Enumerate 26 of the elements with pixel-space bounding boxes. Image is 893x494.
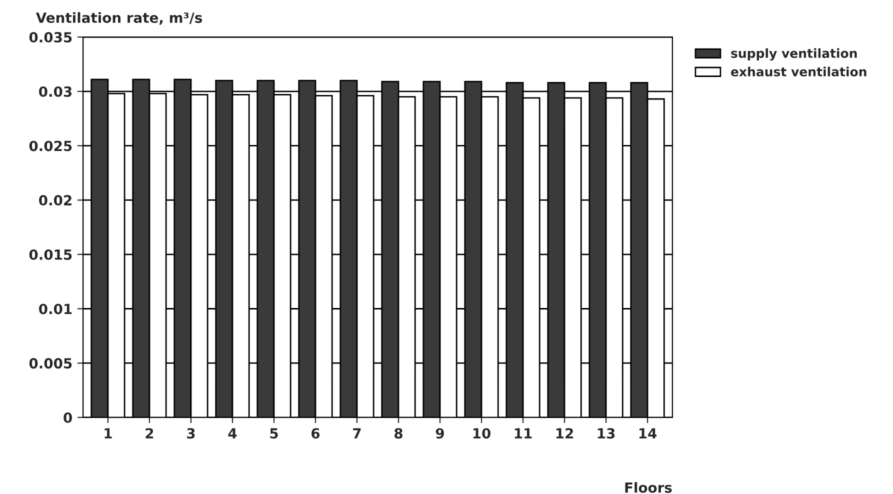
y-tick-label: 0.035 [29,32,72,43]
y-tick-label: 0.01 [39,304,72,314]
y-tick-label: 0.02 [39,195,72,206]
y-tick-label: 0.025 [29,140,72,152]
x-tick-label: 12 [556,428,573,438]
x-axis-title: Floors [625,482,672,493]
x-tick-label: 10 [473,428,491,439]
y-tick-label: 0.005 [29,358,72,369]
x-tick-label: 5 [270,428,278,439]
x-tick-label: 14 [639,428,657,438]
x-tick-label: 4 [228,428,237,438]
x-tick-label: 11 [514,428,532,438]
legend-label: supply ventilation [731,48,857,60]
x-tick-label: 2 [146,428,154,438]
x-tick-label: 8 [394,428,402,439]
legend-label: exhaust ventilation [731,66,866,76]
y-tick-label: 0 [64,412,72,423]
y-tick-label: 0.015 [29,249,72,260]
x-tick-label: 3 [187,428,195,439]
x-tick-label: 7 [353,428,361,438]
x-tick-label: 1 [104,428,112,438]
x-tick-label: 9 [436,428,444,439]
x-tick-label: 13 [598,428,615,439]
y-axis-title: Ventilation rate, m³/s [36,12,202,25]
y-tick-label: 0.03 [39,86,72,97]
x-tick-label: 6 [312,428,320,439]
